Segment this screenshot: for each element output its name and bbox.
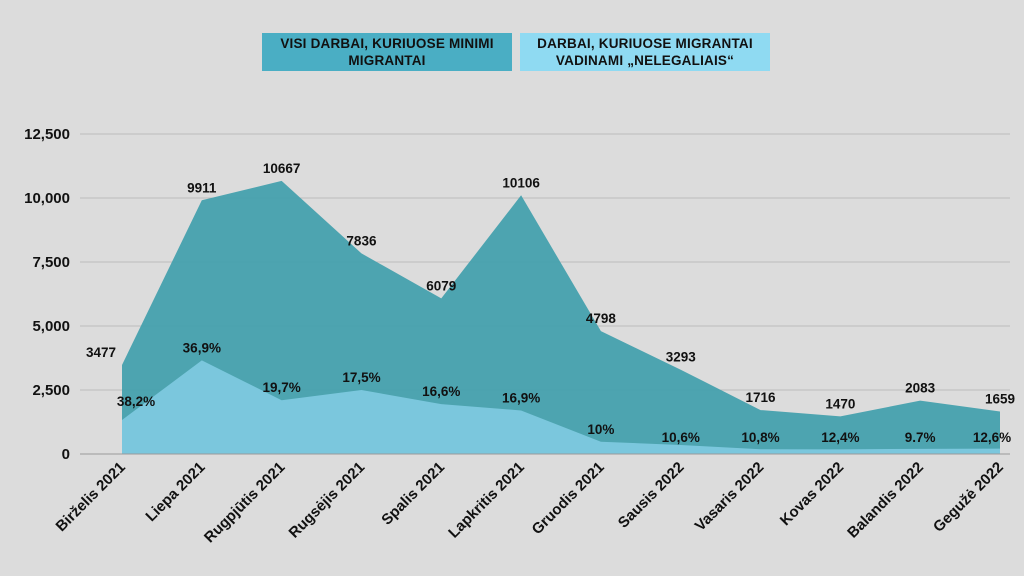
x-category-label: Liepa 2021: [142, 459, 208, 525]
data-label-illegal: 38,2%: [117, 394, 155, 409]
x-category-label: Lapkritis 2021: [445, 459, 528, 542]
data-label-all: 10106: [502, 175, 540, 190]
y-tick-label: 5,000: [32, 318, 70, 335]
x-category-label: Spalis 2021: [378, 459, 448, 529]
x-category-label: Sausis 2022: [615, 459, 688, 532]
y-tick-label: 0: [62, 446, 70, 463]
x-category-label: Kovas 2022: [777, 459, 847, 529]
data-label-all: 3293: [666, 350, 697, 365]
area-series-all: [122, 180, 1000, 454]
data-label-all: 9911: [187, 180, 217, 195]
data-label-illegal: 10%: [587, 422, 614, 437]
data-label-all: 10667: [263, 161, 301, 176]
data-label-all: 4798: [586, 311, 617, 326]
data-label-all: 3477: [86, 345, 116, 360]
legend-label-illegal-articles: DARBAI, KURIUOSE MIGRANTAI VADINAMI „NEL…: [537, 36, 753, 68]
x-category-label: Birželis 2021: [53, 459, 129, 535]
data-label-illegal: 19,7%: [262, 380, 300, 395]
data-label-all: 6079: [426, 278, 456, 293]
y-tick-label: 12,500: [24, 126, 70, 143]
y-tick-label: 10,000: [24, 190, 70, 207]
x-category-label: Rugsėjis 2021: [286, 459, 369, 542]
area-series-illegal: [122, 360, 1000, 454]
data-label-all: 2083: [905, 381, 936, 396]
x-category-label: Gruodis 2021: [529, 459, 608, 538]
data-label-illegal: 12,4%: [821, 430, 859, 445]
data-label-illegal: 9.7%: [905, 430, 936, 445]
data-label-illegal: 17,5%: [342, 370, 380, 385]
data-label-illegal: 36,9%: [183, 340, 221, 355]
data-label-illegal: 10,8%: [741, 430, 779, 445]
data-label-all: 7836: [346, 233, 377, 248]
data-label-all: 1659: [985, 392, 1015, 407]
x-category-label: Rugpjūtis 2021: [201, 459, 288, 546]
x-category-label: Vasaris 2022: [692, 459, 768, 535]
x-category-label: Balandis 2022: [844, 459, 927, 542]
data-label-all: 1716: [746, 390, 777, 405]
y-tick-label: 7,500: [32, 254, 70, 271]
data-label-illegal: 16,6%: [422, 384, 460, 399]
x-category-label: Gegužė 2022: [930, 459, 1007, 536]
legend-item-all-articles: VISI DARBAI, KURIUOSE MINIMI MIGRANTAI: [262, 33, 512, 71]
data-label-all: 1470: [825, 396, 855, 411]
legend-item-illegal-articles: DARBAI, KURIUOSE MIGRANTAI VADINAMI „NEL…: [520, 33, 770, 71]
data-label-illegal: 12,6%: [973, 430, 1011, 445]
data-label-illegal: 16,9%: [502, 390, 540, 405]
legend-label-all-articles: VISI DARBAI, KURIUOSE MINIMI MIGRANTAI: [280, 36, 494, 68]
y-tick-label: 2,500: [32, 382, 70, 399]
data-label-illegal: 10,6%: [662, 430, 700, 445]
